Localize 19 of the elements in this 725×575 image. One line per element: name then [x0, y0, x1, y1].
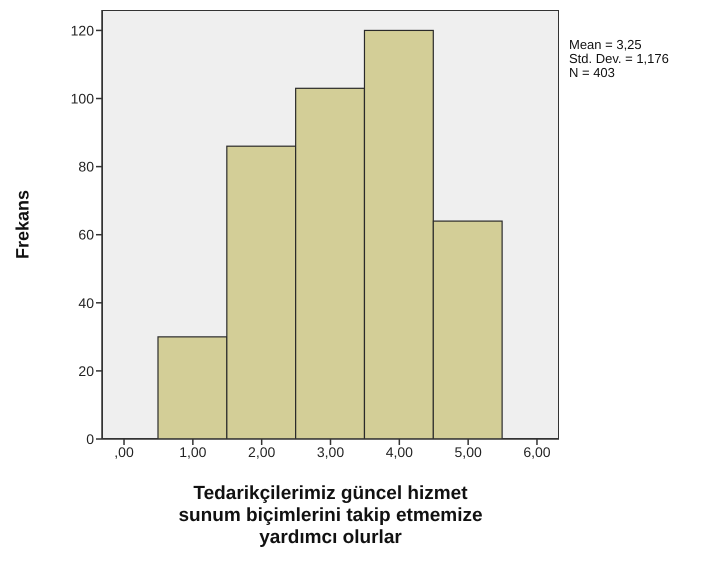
y-tick-label: 120: [70, 22, 94, 38]
x-tick-label: 1,00: [179, 444, 207, 460]
x-tick-label: ,00: [114, 444, 134, 460]
x-axis-title: Tedarikçilerimiz güncel hizmet sunum biçimlerini takip etmemize yardımcı olurlar: [177, 483, 484, 549]
text: N = 403: [569, 65, 616, 80]
x-tick-label: 5,00: [454, 444, 482, 460]
y-tick-label: 100: [70, 90, 94, 106]
y-tick-label: 20: [78, 362, 94, 379]
y-tick-label: 80: [78, 158, 94, 175]
x-tick-label: 4,00: [386, 444, 414, 460]
text: Mean = 3,25: [569, 37, 643, 52]
y-tick-label: 40: [78, 294, 94, 311]
y-axis-title: Frekans: [12, 190, 32, 260]
x-tick-label: 3,00: [316, 444, 344, 460]
x-tick-label: 6,00: [523, 444, 551, 460]
x-tick-label: 2,00: [248, 444, 276, 460]
text: Std. Dev. = 1,176: [569, 51, 669, 66]
y-tick-label: 0: [86, 430, 94, 447]
y-tick-label: 60: [78, 226, 94, 243]
